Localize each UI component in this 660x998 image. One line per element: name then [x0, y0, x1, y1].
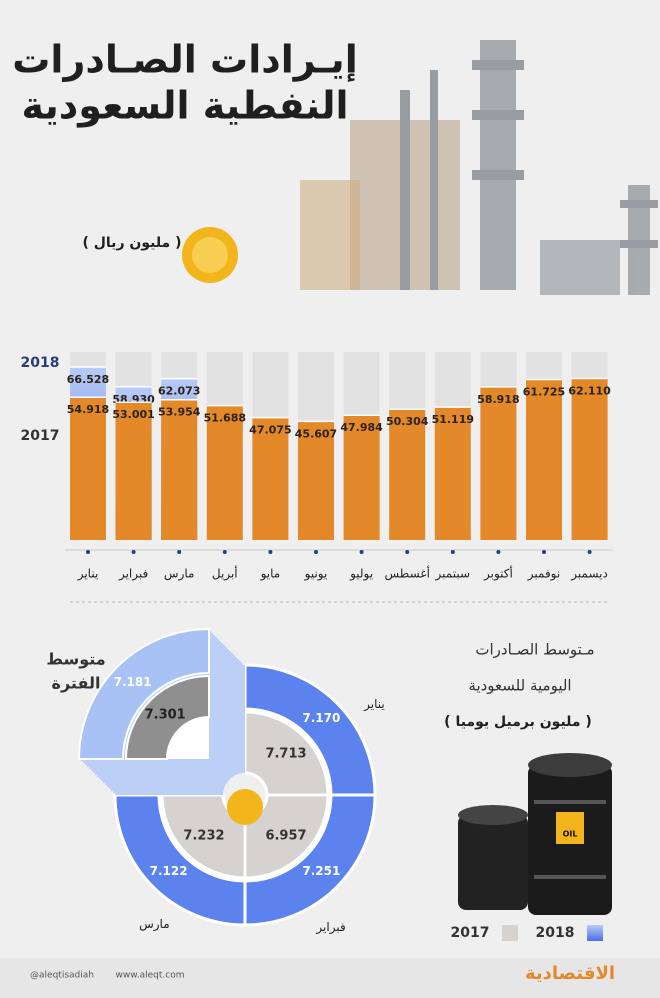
value-label: 7.713	[265, 746, 306, 761]
value-label: 53.954	[158, 406, 201, 419]
axis-dot	[587, 550, 592, 554]
x-tick-label: يونيو	[304, 567, 328, 582]
x-tick-label: أغسطس	[384, 566, 429, 582]
value-label: 54.918	[67, 403, 109, 416]
axis-dot	[268, 550, 273, 554]
category-label: مارس	[139, 917, 170, 932]
x-tick-label: مارس	[164, 567, 195, 582]
x-tick-label: ديسمبر	[570, 567, 608, 582]
value-label: 45.607	[295, 427, 337, 440]
unit-label: ( مليون ريال )	[83, 235, 182, 251]
legend-label: 2017	[451, 925, 490, 941]
coin-icon	[192, 237, 228, 273]
x-tick-label: فبراير	[118, 567, 148, 582]
axis-dot	[496, 550, 501, 554]
bar	[434, 407, 471, 540]
axis-dot	[314, 550, 318, 554]
value-label: 47.075	[249, 424, 291, 437]
value-label: 62.110	[568, 385, 611, 398]
bar	[526, 379, 562, 540]
axis-dot	[542, 550, 546, 554]
value-label: 7.170	[302, 711, 340, 725]
value-label: 53.001	[112, 408, 154, 421]
oil-barrels	[458, 753, 612, 915]
value-label: 66.528	[67, 373, 109, 386]
category-label: فبراير	[315, 920, 345, 935]
x-tick-label: يناير	[77, 567, 99, 582]
x-tick-label: مايو	[260, 567, 281, 582]
footer-site: www.aleqt.com	[116, 971, 185, 981]
category-label: يناير	[363, 697, 385, 712]
axis-dot	[177, 550, 182, 554]
value-label: 58.918	[477, 393, 519, 406]
bar	[343, 415, 380, 540]
x-tick-label: نوفمبر	[527, 567, 560, 582]
axis-dot	[222, 550, 227, 554]
average-label: متوسط	[46, 650, 105, 669]
series-label: 2017	[21, 428, 60, 444]
axis-dot	[359, 550, 364, 554]
axis-dot	[131, 550, 136, 554]
axis-dot	[450, 550, 455, 554]
value-label: 7.251	[302, 864, 340, 878]
value-label: 6.957	[265, 829, 306, 844]
bar	[252, 417, 289, 540]
bar	[571, 378, 608, 540]
x-tick-label: أبريل	[212, 566, 238, 582]
value-label: 51.688	[204, 412, 246, 425]
axis-dot	[86, 550, 90, 554]
value-label: 62.073	[158, 385, 200, 398]
legend-swatch	[502, 925, 518, 941]
title-line: النفطية السعودية	[21, 84, 348, 128]
center-dot	[227, 789, 263, 825]
legend-label: 2018	[536, 925, 575, 941]
value-label: 47.984	[340, 421, 383, 434]
legend-swatch	[587, 925, 603, 941]
bar	[161, 399, 198, 540]
footer-bar	[0, 958, 660, 998]
donut-title: مـتوسط الصـادرات	[475, 641, 594, 659]
value-label: 7.122	[150, 864, 188, 878]
x-tick-label: أكتوبر	[483, 566, 513, 582]
bar	[389, 409, 426, 540]
barrel-label: OIL	[563, 830, 578, 839]
inner-sector	[243, 710, 330, 797]
value-label: 7.181	[114, 675, 152, 689]
bar	[480, 386, 517, 540]
x-tick-label: يوليو	[349, 567, 373, 582]
value-label: 50.304	[386, 415, 429, 428]
value-label: 61.725	[523, 386, 565, 399]
bar	[206, 405, 243, 540]
average-hole	[167, 717, 209, 759]
footer-twitter: @aleqtisadiah	[30, 971, 94, 981]
value-label: 7.232	[183, 829, 224, 844]
axis-dot	[405, 550, 410, 554]
value-label: 7.301	[145, 708, 186, 723]
outer-sector	[113, 793, 247, 927]
donut-unit: ( مليون برميل يوميا )	[444, 714, 592, 730]
average-label: الفترة	[52, 674, 101, 693]
value-label: 51.119	[432, 413, 474, 426]
average-outer	[77, 627, 210, 760]
x-tick-label: سبتمبر	[435, 567, 470, 582]
title-line: إيـرادات الصـادرات	[12, 38, 357, 83]
bar	[115, 402, 152, 540]
bar	[298, 421, 334, 540]
bar	[70, 397, 106, 540]
series-label: 2018	[21, 355, 60, 371]
refinery-illustration	[300, 40, 658, 295]
donut-title: اليومية للسعودية	[468, 677, 571, 695]
footer-logo: الاقتصادية	[525, 963, 615, 984]
